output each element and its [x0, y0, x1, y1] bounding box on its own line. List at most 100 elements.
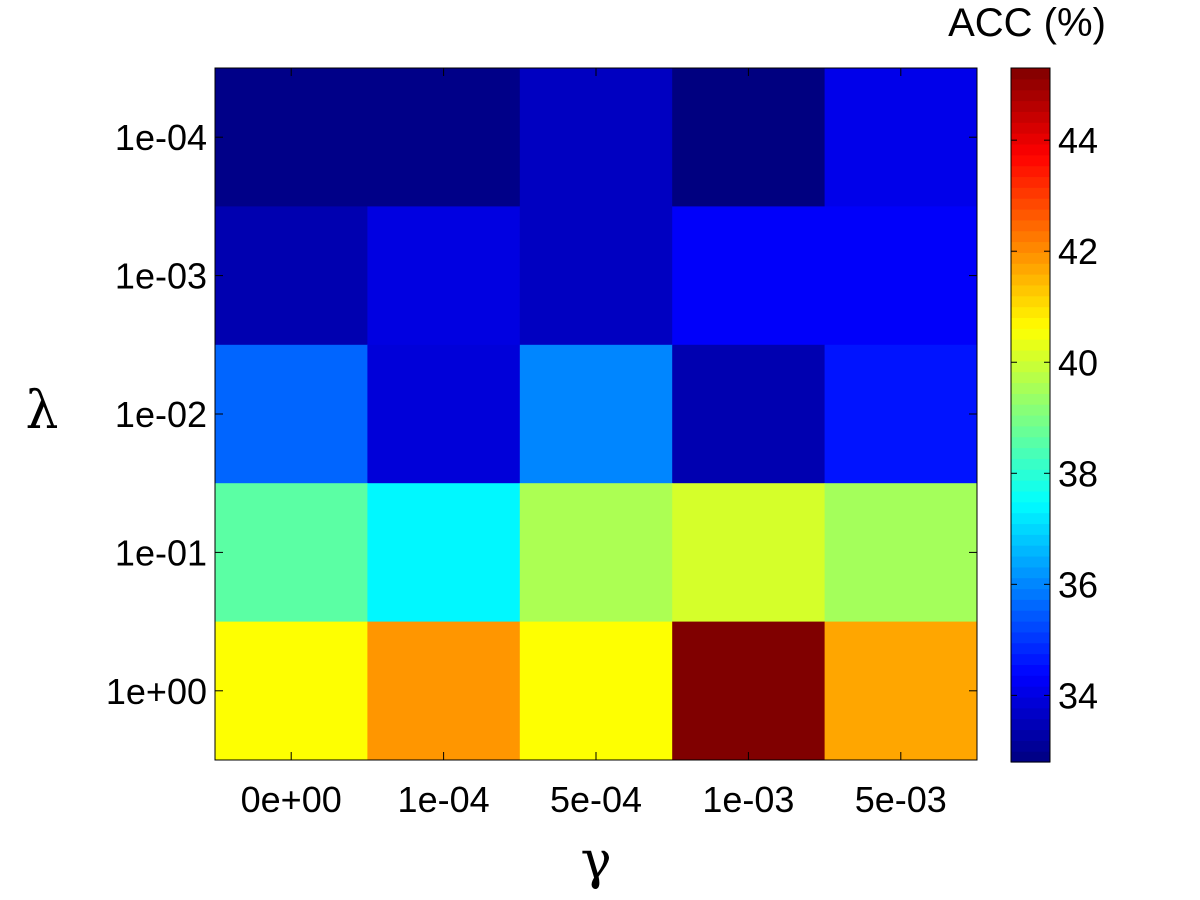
colorbar-segment — [1011, 566, 1050, 579]
colorbar-segment — [1011, 230, 1050, 243]
heatmap-cell — [519, 68, 673, 207]
colorbar-segment — [1011, 631, 1050, 644]
y-tick-label: 1e+00 — [106, 671, 207, 712]
colorbar-segment — [1011, 284, 1050, 297]
colorbar-tick-label: 38 — [1058, 453, 1098, 494]
colorbar-segment — [1011, 208, 1050, 221]
heatmap-cell — [672, 621, 826, 761]
colorbar-tick-label: 36 — [1058, 564, 1098, 605]
heatmap-cell — [215, 483, 368, 623]
colorbar-segment — [1011, 393, 1050, 405]
colorbar-segment — [1011, 696, 1050, 709]
heatmap-cell — [519, 206, 673, 346]
colorbar-ticks: 34 36 38 40 42 44 — [1011, 120, 1098, 716]
colorbar-segment — [1011, 187, 1050, 199]
colorbar-tick-label: 42 — [1058, 231, 1098, 272]
colorbar-segment — [1011, 68, 1050, 80]
colorbar-segment — [1011, 176, 1050, 188]
colorbar-segment — [1011, 707, 1050, 720]
x-tick-label: 1e-03 — [702, 779, 794, 820]
heatmap-cell — [672, 68, 826, 207]
colorbar-segment — [1011, 664, 1050, 676]
colorbar-segment — [1011, 382, 1050, 394]
y-tick-label: 1e-01 — [115, 532, 207, 573]
colorbar-segment — [1011, 122, 1050, 134]
colorbar-segment — [1011, 675, 1050, 687]
colorbar-segment — [1011, 143, 1050, 156]
colorbar-segment — [1011, 111, 1050, 123]
colorbar-segment — [1011, 295, 1050, 308]
colorbar-segment — [1011, 133, 1050, 145]
heatmap-cell — [367, 483, 521, 623]
colorbar-segment — [1011, 198, 1050, 210]
colorbar-segment — [1011, 328, 1050, 340]
y-tick-label: 1e-02 — [115, 394, 207, 435]
colorbar-segment — [1011, 263, 1050, 275]
colorbar-segment — [1011, 718, 1050, 731]
colorbar-segment — [1011, 740, 1050, 752]
colorbar-segment — [1011, 751, 1050, 763]
heatmap-cell — [672, 344, 826, 484]
colorbar-segment — [1011, 729, 1050, 741]
heatmap-cell — [672, 483, 826, 623]
x-tick-label: 5e-04 — [550, 779, 642, 820]
heatmap-cell — [215, 206, 368, 346]
colorbar-frame — [1010, 67, 1051, 763]
colorbar-segment — [1011, 588, 1050, 600]
colorbar-segment — [1011, 415, 1050, 427]
colorbar-segment — [1011, 306, 1050, 319]
colorbar-segment — [1011, 512, 1050, 525]
colorbar-tick-label: 40 — [1058, 342, 1098, 383]
heatmap-cell — [215, 68, 368, 207]
heatmap-cell — [824, 206, 978, 346]
colorbar — [1011, 68, 1050, 763]
heatmap-cell — [367, 68, 521, 207]
colorbar-segment — [1011, 371, 1050, 384]
heatmap-cell — [824, 344, 978, 484]
heatmap-cell — [367, 344, 521, 484]
heatmap-cells — [215, 68, 978, 761]
x-axis-ticks: 0e+00 1e-04 5e-04 1e-03 5e-03 — [241, 68, 947, 820]
colorbar-segment — [1011, 339, 1050, 351]
colorbar-segment — [1011, 89, 1050, 102]
colorbar-segment — [1011, 599, 1050, 611]
colorbar-segment — [1011, 154, 1050, 167]
x-tick-label: 1e-04 — [398, 779, 490, 820]
heatmap-cell — [367, 621, 521, 761]
colorbar-segment — [1011, 274, 1050, 286]
heatmap-cell — [367, 206, 521, 346]
colorbar-segment — [1011, 577, 1050, 590]
colorbar-segment — [1011, 642, 1050, 655]
heatmap-cell — [672, 206, 826, 346]
colorbar-segment — [1011, 686, 1050, 698]
colorbar-tick-label: 44 — [1058, 120, 1098, 161]
colorbar-segment — [1011, 404, 1050, 416]
colorbar-segment — [1011, 252, 1050, 264]
colorbar-segment — [1011, 621, 1050, 633]
heatmap-cell — [824, 68, 978, 207]
heatmap-cell — [519, 483, 673, 623]
colorbar-segment — [1011, 490, 1050, 503]
colorbar-segment — [1011, 100, 1050, 112]
colorbar-segment — [1011, 653, 1050, 666]
colorbar-segment — [1011, 241, 1050, 253]
colorbar-segment — [1011, 165, 1050, 178]
colorbar-segment — [1011, 78, 1050, 91]
y-tick-label: 1e-04 — [115, 117, 207, 158]
colorbar-segment — [1011, 219, 1050, 232]
heatmap-cell — [519, 344, 673, 484]
y-tick-label: 1e-03 — [115, 256, 207, 297]
heatmap-cell — [824, 483, 978, 623]
colorbar-segment — [1011, 360, 1050, 373]
colorbar-segment — [1011, 436, 1050, 449]
colorbar-segment — [1011, 523, 1050, 535]
colorbar-tick-label: 34 — [1058, 675, 1098, 716]
y-axis-ticks: 1e-04 1e-03 1e-02 1e-01 1e+00 — [106, 117, 977, 712]
colorbar-segment — [1011, 469, 1050, 481]
colorbar-segment — [1011, 610, 1050, 622]
colorbar-segment — [1011, 349, 1050, 362]
colorbar-segment — [1011, 447, 1050, 459]
colorbar-segment — [1011, 480, 1050, 492]
colorbar-segment — [1011, 425, 1050, 438]
